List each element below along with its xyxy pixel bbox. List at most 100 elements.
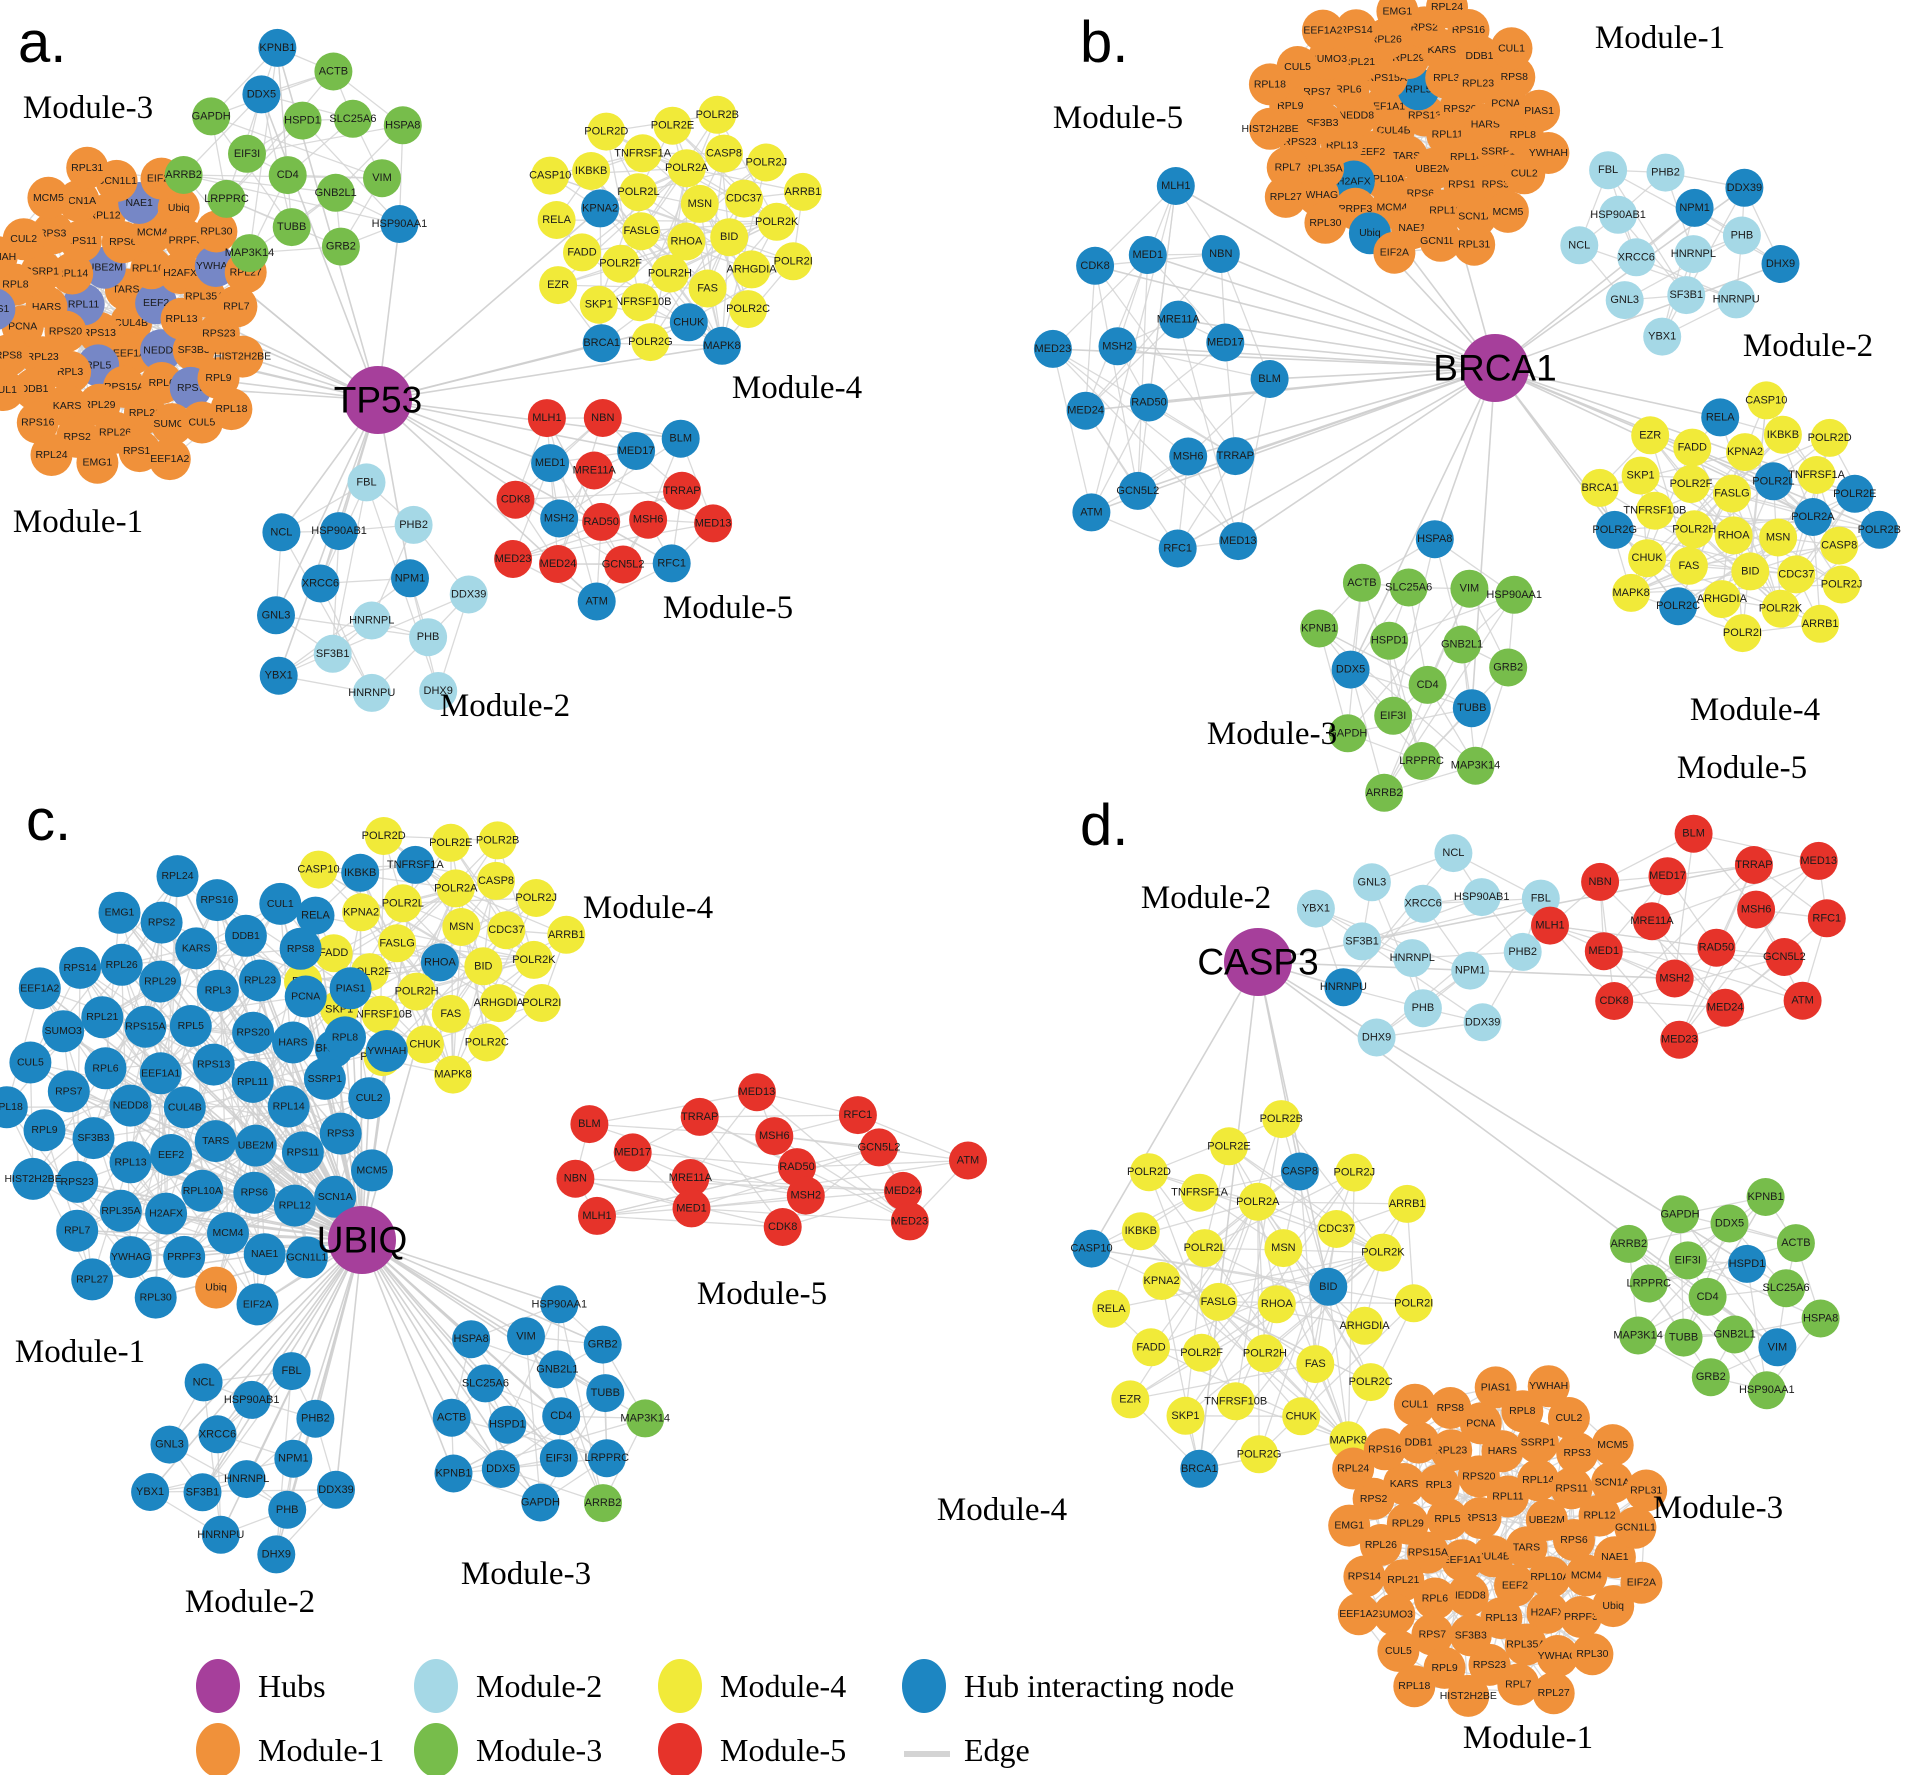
node-HNRNPU[interactable]: HNRNPU	[1713, 280, 1760, 319]
node-BLM[interactable]: BLM	[570, 1105, 609, 1144]
node-Ubiq[interactable]: Ubiq	[195, 1266, 238, 1309]
node-BID[interactable]: BID	[710, 218, 749, 257]
node-HIST2H2BE[interactable]: HIST2H2BE	[5, 1157, 62, 1200]
node-circle-FADD[interactable]	[314, 934, 353, 973]
node-circle-GCN5L2[interactable]	[604, 545, 643, 584]
node-RPL8[interactable]: RPL8	[324, 1016, 366, 1059]
node-circle-FADD[interactable]	[563, 233, 601, 272]
node-NPM1[interactable]: NPM1	[1451, 951, 1490, 990]
node-RHOA[interactable]: RHOA	[1714, 516, 1753, 555]
node-circle-GNB2L1[interactable]	[538, 1350, 577, 1389]
node-circle-HSP90AB1[interactable]	[1599, 195, 1638, 234]
node-CUL2[interactable]: CUL2	[348, 1077, 391, 1120]
node-circle-MED13[interactable]	[737, 1073, 776, 1112]
node-MSH6[interactable]: MSH6	[1169, 437, 1208, 476]
node-circle-MLH1[interactable]	[1156, 167, 1195, 205]
node-circle-TNFRSF10B[interactable]	[1216, 1382, 1255, 1421]
node-MSH2[interactable]: MSH2	[1098, 327, 1137, 366]
node-circle-VIM[interactable]	[1758, 1328, 1797, 1367]
node-TRRAP[interactable]: TRRAP	[1216, 437, 1255, 476]
node-circle-NBN[interactable]	[583, 399, 622, 437]
node-circle-RPL23[interactable]	[239, 959, 281, 1002]
node-RAD50[interactable]: RAD50	[778, 1148, 816, 1187]
node-circle-RELA[interactable]	[537, 201, 576, 239]
node-circle-POLR2J[interactable]	[517, 879, 556, 917]
node-circle-POLR2E[interactable]	[431, 823, 470, 862]
node-circle-NCL[interactable]	[1560, 226, 1599, 265]
node-circle-CD4[interactable]	[1408, 665, 1447, 704]
node-RPL13[interactable]: RPL13	[109, 1141, 152, 1184]
node-POLR2C[interactable]: POLR2C	[465, 1023, 509, 1062]
node-HSPD1[interactable]: HSPD1	[283, 101, 322, 140]
node-RPL24[interactable]: RPL24	[156, 855, 199, 898]
node-circle-RPL12[interactable]	[273, 1184, 316, 1227]
node-circle-POLR2L[interactable]	[383, 884, 422, 923]
node-MED23[interactable]: MED23	[1660, 1020, 1699, 1059]
node-RHOA[interactable]: RHOA	[1257, 1285, 1296, 1324]
node-RPL24[interactable]: RPL24	[1332, 1447, 1375, 1490]
node-circle-RPL12[interactable]	[1578, 1494, 1621, 1537]
node-circle-BLM[interactable]	[1674, 814, 1713, 853]
node-circle-NEDD8[interactable]	[140, 329, 183, 372]
node-MLH1[interactable]: MLH1	[1531, 906, 1569, 945]
node-RPL6[interactable]: RPL6	[1413, 1577, 1456, 1620]
node-HSPD1[interactable]: HSPD1	[1370, 621, 1409, 660]
node-MCM5[interactable]: MCM5	[27, 176, 70, 219]
node-circle-ARHGDIA[interactable]	[479, 984, 518, 1023]
node-ATM[interactable]: ATM	[1072, 493, 1111, 532]
node-RPL7[interactable]: RPL7	[56, 1209, 99, 1252]
node-MCM4[interactable]: MCM4	[207, 1212, 249, 1255]
node-NAE1[interactable]: NAE1	[243, 1233, 286, 1276]
node-FBL[interactable]: FBL	[272, 1352, 311, 1391]
node-circle-HNRNPL[interactable]	[227, 1460, 266, 1499]
node-circle-HNRNPU[interactable]	[1717, 280, 1756, 319]
node-PHB[interactable]: PHB	[409, 618, 448, 657]
node-HSPA8[interactable]: HSPA8	[383, 106, 422, 145]
node-circle-FBL[interactable]	[347, 463, 386, 502]
node-circle-MSH6[interactable]	[755, 1117, 794, 1156]
node-circle-HSPD1[interactable]	[1728, 1244, 1766, 1283]
node-MAP3K14[interactable]: MAP3K14	[1613, 1316, 1663, 1355]
node-NBN[interactable]: NBN	[1201, 235, 1240, 273]
node-circle-POLR2A[interactable]	[667, 149, 706, 188]
node-circle-RPL30[interactable]	[195, 210, 238, 253]
node-POLR2E[interactable]: POLR2E	[1833, 474, 1877, 513]
node-circle-RHOA[interactable]	[420, 943, 459, 982]
node-circle-POLR2L[interactable]	[619, 173, 658, 212]
node-LRPPRC[interactable]: LRPPRC	[1626, 1264, 1671, 1303]
node-MAP3K14[interactable]: MAP3K14	[620, 1399, 670, 1438]
node-RPS6[interactable]: RPS6	[233, 1171, 276, 1214]
node-circle-DDX39[interactable]	[1463, 1003, 1502, 1042]
node-circle-TNFRSF1A[interactable]	[1797, 456, 1836, 494]
node-YWHAH[interactable]: YWHAH	[1527, 132, 1570, 174]
node-circle-CASP8[interactable]	[1820, 526, 1859, 565]
node-circle-NBN[interactable]	[1201, 235, 1240, 273]
node-circle-MCM5[interactable]	[351, 1149, 393, 1192]
node-RPS8[interactable]: RPS8	[279, 927, 322, 970]
node-circle-CUL1[interactable]	[259, 882, 302, 925]
node-EIF2A[interactable]: EIF2A	[236, 1283, 279, 1326]
node-circle-MRE11A[interactable]	[1159, 300, 1198, 339]
node-POLR2E[interactable]: POLR2E	[1207, 1127, 1251, 1166]
node-circle-H2AFX[interactable]	[1526, 1591, 1569, 1634]
node-RPL31[interactable]: RPL31	[66, 146, 109, 189]
node-EEF1A2[interactable]: EEF1A2	[1337, 1593, 1380, 1636]
node-circle-RPL10A[interactable]	[181, 1169, 224, 1212]
node-GNL3[interactable]: GNL3	[150, 1425, 189, 1464]
node-MCM5[interactable]: MCM5	[1591, 1424, 1634, 1467]
node-circle-GCN1L1[interactable]	[1419, 219, 1462, 262]
node-circle-ARRB1[interactable]	[783, 172, 822, 211]
node-DDB1[interactable]: DDB1	[1397, 1421, 1440, 1464]
node-RPL14[interactable]: RPL14	[267, 1085, 310, 1128]
node-RPS8[interactable]: RPS8	[0, 334, 30, 377]
node-circle-POLR2G[interactable]	[631, 323, 670, 362]
node-GNB2L1[interactable]: GNB2L1	[1714, 1315, 1756, 1354]
node-EIF3I[interactable]: EIF3I	[1374, 696, 1413, 735]
node-circle-IKBKB[interactable]	[1763, 415, 1802, 454]
node-circle-PRPF3[interactable]	[1559, 1596, 1602, 1638]
node-POLR2B[interactable]: POLR2B	[476, 821, 519, 860]
node-DDX39[interactable]: DDX39	[317, 1470, 355, 1509]
node-BRCA1[interactable]: BRCA1	[1180, 1449, 1219, 1488]
node-circle-POLR2I[interactable]	[1723, 614, 1762, 653]
node-MSN[interactable]: MSN	[680, 184, 719, 223]
